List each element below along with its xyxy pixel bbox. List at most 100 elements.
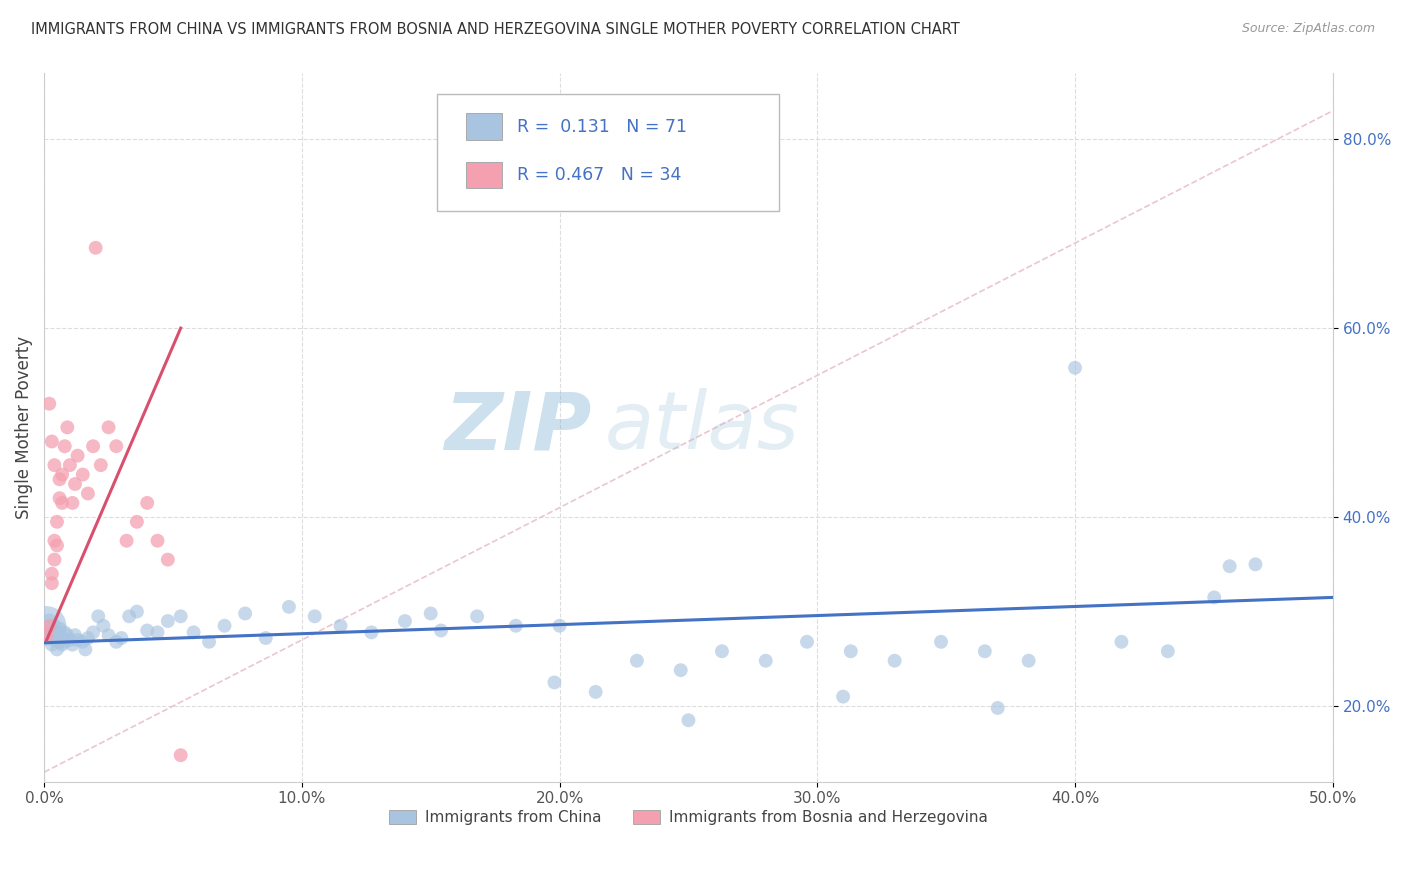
- Point: [72, 635, 94, 649]
- Point: [105, 439, 128, 453]
- Point: [543, 675, 565, 690]
- Point: [198, 635, 221, 649]
- Point: [84, 241, 107, 255]
- Point: [170, 748, 193, 763]
- Point: [1244, 558, 1267, 572]
- Bar: [465, 161, 502, 188]
- Point: [136, 496, 159, 510]
- Point: [973, 644, 995, 658]
- Point: [1204, 591, 1226, 605]
- Point: [41, 566, 63, 581]
- Point: [53, 625, 76, 640]
- Point: [929, 635, 952, 649]
- Point: [38, 619, 60, 633]
- Point: [51, 638, 73, 652]
- Point: [75, 642, 97, 657]
- Point: [66, 449, 89, 463]
- Text: R = 0.467   N = 34: R = 0.467 N = 34: [517, 166, 682, 184]
- Point: [44, 458, 66, 472]
- Point: [678, 713, 700, 727]
- Point: [585, 685, 607, 699]
- Text: ZIP: ZIP: [444, 388, 592, 467]
- Point: [214, 619, 236, 633]
- Legend: Immigrants from China, Immigrants from Bosnia and Herzegovina: Immigrants from China, Immigrants from B…: [389, 810, 988, 825]
- Point: [839, 644, 862, 658]
- Point: [44, 533, 66, 548]
- Point: [329, 619, 352, 633]
- Point: [51, 496, 73, 510]
- Point: [62, 638, 84, 652]
- Point: [110, 631, 132, 645]
- Point: [115, 533, 138, 548]
- Point: [62, 496, 84, 510]
- Point: [72, 467, 94, 482]
- Point: [46, 625, 69, 640]
- Point: [146, 625, 169, 640]
- Point: [51, 467, 73, 482]
- Point: [44, 632, 66, 647]
- Point: [59, 632, 82, 647]
- Point: [51, 631, 73, 645]
- Point: [35, 628, 58, 642]
- Point: [394, 614, 416, 628]
- Point: [669, 663, 692, 677]
- Point: [87, 609, 110, 624]
- Point: [183, 625, 205, 640]
- Point: [46, 515, 69, 529]
- Point: [548, 619, 571, 633]
- Point: [156, 552, 179, 566]
- Y-axis label: Single Mother Poverty: Single Mother Poverty: [15, 335, 32, 519]
- Point: [125, 605, 148, 619]
- Point: [48, 622, 70, 636]
- Point: [41, 624, 63, 638]
- Point: [53, 635, 76, 649]
- Point: [41, 576, 63, 591]
- Point: [883, 654, 905, 668]
- Point: [48, 491, 70, 506]
- Point: [66, 632, 89, 647]
- Point: [156, 614, 179, 628]
- Point: [755, 654, 778, 668]
- Text: R =  0.131   N = 71: R = 0.131 N = 71: [517, 118, 688, 136]
- Point: [832, 690, 855, 704]
- Point: [118, 609, 141, 624]
- Point: [44, 552, 66, 566]
- Point: [97, 628, 120, 642]
- Point: [38, 628, 60, 642]
- Point: [1219, 559, 1241, 574]
- Point: [505, 619, 527, 633]
- Point: [465, 609, 488, 624]
- Point: [146, 533, 169, 548]
- Point: [360, 625, 382, 640]
- Point: [41, 434, 63, 449]
- Point: [77, 631, 100, 645]
- Point: [48, 635, 70, 649]
- Point: [710, 644, 733, 658]
- Point: [46, 642, 69, 657]
- Point: [38, 614, 60, 628]
- Point: [233, 607, 256, 621]
- Point: [1018, 654, 1040, 668]
- Point: [796, 635, 818, 649]
- Point: [93, 619, 115, 633]
- Point: [53, 439, 76, 453]
- Point: [136, 624, 159, 638]
- Point: [105, 635, 128, 649]
- Point: [430, 624, 453, 638]
- Point: [304, 609, 326, 624]
- Point: [254, 631, 277, 645]
- Point: [90, 458, 112, 472]
- Point: [170, 609, 193, 624]
- Text: atlas: atlas: [605, 388, 800, 467]
- Point: [77, 486, 100, 500]
- Text: Source: ZipAtlas.com: Source: ZipAtlas.com: [1241, 22, 1375, 36]
- Point: [1157, 644, 1180, 658]
- Point: [56, 628, 79, 642]
- Point: [59, 458, 82, 472]
- Point: [419, 607, 441, 621]
- Point: [626, 654, 648, 668]
- Point: [56, 420, 79, 434]
- Point: [97, 420, 120, 434]
- Point: [38, 397, 60, 411]
- Bar: [465, 113, 502, 140]
